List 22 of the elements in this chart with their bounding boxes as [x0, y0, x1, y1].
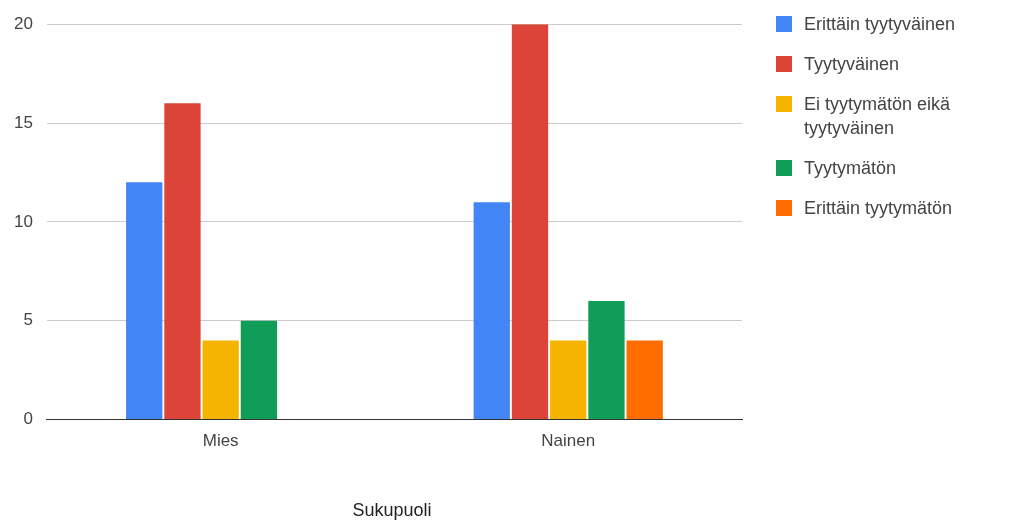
- y-tick-label: 0: [23, 409, 33, 429]
- bar: [164, 103, 201, 420]
- y-tick-label: 15: [13, 112, 33, 132]
- x-axis-title: Sukupuoli: [351, 500, 433, 521]
- legend-label: Erittäin tyytyväinen: [804, 13, 956, 36]
- bar: [588, 300, 625, 420]
- bar: [626, 340, 663, 420]
- legend-label: Ei tyytymätön eikä tyytyväinen: [804, 93, 952, 140]
- x-tick-label: Mies: [202, 431, 239, 451]
- legend-label: Tyytyväinen: [804, 53, 900, 76]
- y-tick-label: 20: [13, 13, 33, 33]
- bar: [473, 202, 510, 420]
- legend-label: Erittäin tyytymätön: [804, 197, 953, 220]
- x-tick-label: Nainen: [541, 431, 596, 451]
- bar: [550, 340, 587, 420]
- y-tick-label: 5: [23, 310, 33, 330]
- bar: [240, 320, 278, 420]
- bar: [202, 340, 239, 420]
- bar: [511, 24, 549, 420]
- y-tick-label: 10: [13, 211, 33, 231]
- bar: [126, 182, 163, 420]
- legend-label: Tyytymätön: [804, 157, 897, 180]
